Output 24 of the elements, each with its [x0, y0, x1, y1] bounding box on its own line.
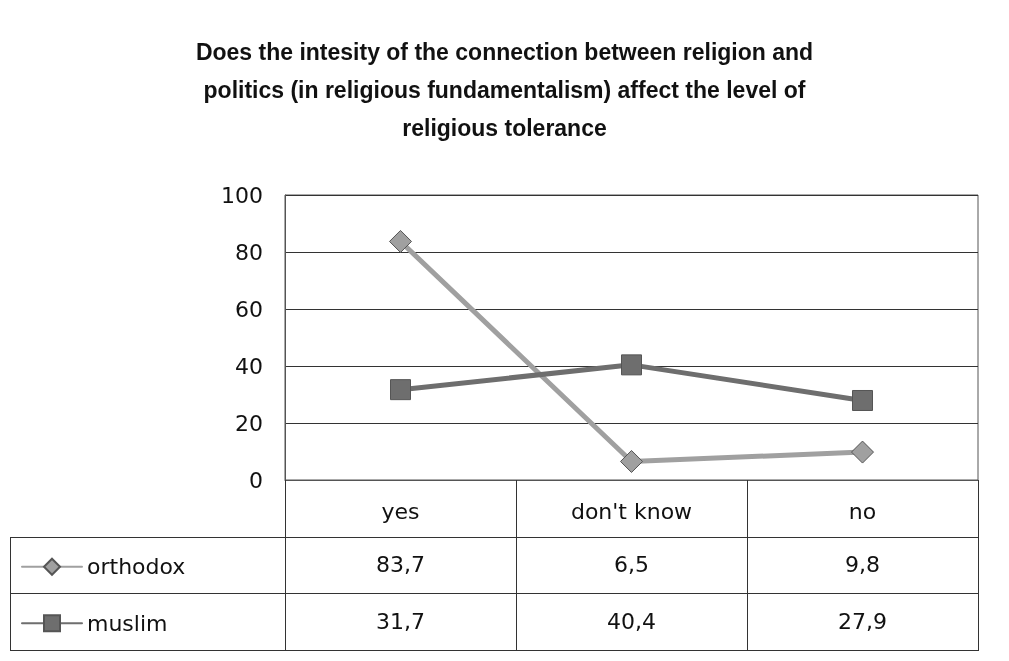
- data-label: 31,7: [375, 607, 426, 636]
- data-label: 27,9: [837, 607, 888, 636]
- x-tick-label: no: [848, 498, 877, 524]
- data-label: 83,7: [375, 551, 426, 580]
- point: [620, 449, 643, 473]
- x-tick-label: don't know: [570, 498, 693, 524]
- data-label: 9,8: [844, 551, 881, 580]
- chart-title: Does the intesity of the connection between religion and politics (in religious fundamentalism) affect the level of religious tolerance: [195, 39, 814, 141]
- y-tick-label: 60: [235, 296, 263, 322]
- y-tick-label: 0: [249, 467, 263, 493]
- legend-label: muslim: [87, 610, 168, 636]
- point: [852, 389, 873, 411]
- data-label: 40,4: [606, 607, 657, 636]
- y-tick-label: 20: [235, 410, 263, 436]
- x-tick-label: yes: [381, 498, 420, 524]
- point: [621, 354, 642, 376]
- data-label: 6,5: [613, 551, 650, 580]
- point: [851, 440, 874, 464]
- point: [389, 229, 412, 253]
- y-tick-label: 40: [235, 353, 263, 379]
- y-tick-label: 80: [235, 239, 263, 265]
- legend-label: orthodox: [87, 554, 186, 580]
- y-tick-label: 100: [221, 182, 263, 208]
- point: [390, 379, 411, 401]
